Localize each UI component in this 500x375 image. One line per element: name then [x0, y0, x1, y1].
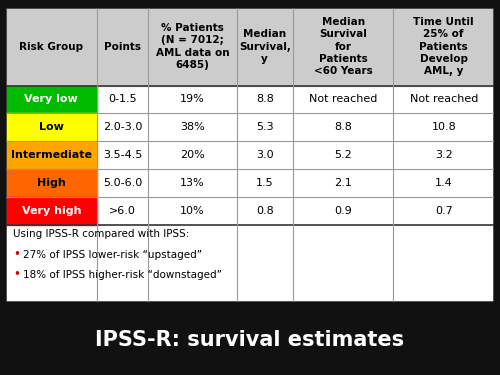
Text: Median
Survival
for
Patients
<60 Years: Median Survival for Patients <60 Years	[314, 17, 372, 76]
Text: 3.0: 3.0	[256, 150, 274, 160]
Text: % Patients
(N = 7012;
AML data on
6485): % Patients (N = 7012; AML data on 6485)	[156, 23, 229, 70]
Bar	[6, 114, 96, 141]
Text: 20%: 20%	[180, 150, 204, 160]
Bar	[6, 170, 96, 197]
Text: 0.7: 0.7	[435, 206, 452, 216]
Text: IPSS-R: survival estimates: IPSS-R: survival estimates	[96, 330, 405, 350]
Text: •: •	[14, 248, 20, 261]
Text: 8.8: 8.8	[256, 94, 274, 105]
Bar	[6, 225, 494, 302]
Text: Time Until
25% of
Patients
Develop
AML, y: Time Until 25% of Patients Develop AML, …	[414, 17, 474, 76]
Text: •: •	[14, 268, 20, 281]
Text: 2.1: 2.1	[334, 178, 352, 188]
Text: 0.9: 0.9	[334, 206, 352, 216]
Text: 8.8: 8.8	[334, 123, 352, 132]
Text: High: High	[37, 178, 66, 188]
Text: 5.2: 5.2	[334, 150, 352, 160]
Text: Very low: Very low	[24, 94, 78, 105]
Text: Not reached: Not reached	[309, 94, 378, 105]
Text: Risk Group: Risk Group	[20, 42, 84, 51]
Bar	[6, 86, 96, 114]
Text: 2.0-3.0: 2.0-3.0	[103, 123, 142, 132]
Bar	[6, 197, 96, 225]
Text: Intermediate: Intermediate	[11, 150, 92, 160]
Text: Low: Low	[39, 123, 64, 132]
Text: Very high: Very high	[22, 206, 81, 216]
Text: 3.2: 3.2	[435, 150, 452, 160]
Text: Not reached: Not reached	[410, 94, 478, 105]
Text: 5.0-6.0: 5.0-6.0	[103, 178, 142, 188]
Text: Median
Survival,
y: Median Survival, y	[239, 29, 290, 64]
Text: 3.5-4.5: 3.5-4.5	[103, 150, 142, 160]
Text: 5.3: 5.3	[256, 123, 274, 132]
Text: 27% of IPSS lower-risk “upstaged”: 27% of IPSS lower-risk “upstaged”	[23, 249, 202, 259]
Text: 13%: 13%	[180, 178, 204, 188]
Text: Using IPSS-R compared with IPSS:: Using IPSS-R compared with IPSS:	[14, 230, 190, 239]
Text: 1.5: 1.5	[256, 178, 274, 188]
Text: 1.4: 1.4	[435, 178, 452, 188]
Text: 38%: 38%	[180, 123, 204, 132]
Text: >6.0: >6.0	[109, 206, 136, 216]
Text: 10.8: 10.8	[432, 123, 456, 132]
Text: 0-1.5: 0-1.5	[108, 94, 137, 105]
Bar	[6, 141, 96, 170]
Text: 19%: 19%	[180, 94, 204, 105]
Text: 0.8: 0.8	[256, 206, 274, 216]
Text: 10%: 10%	[180, 206, 204, 216]
Bar	[6, 8, 494, 86]
Text: Points: Points	[104, 42, 141, 51]
Text: 18% of IPSS higher-risk “downstaged”: 18% of IPSS higher-risk “downstaged”	[23, 270, 222, 280]
